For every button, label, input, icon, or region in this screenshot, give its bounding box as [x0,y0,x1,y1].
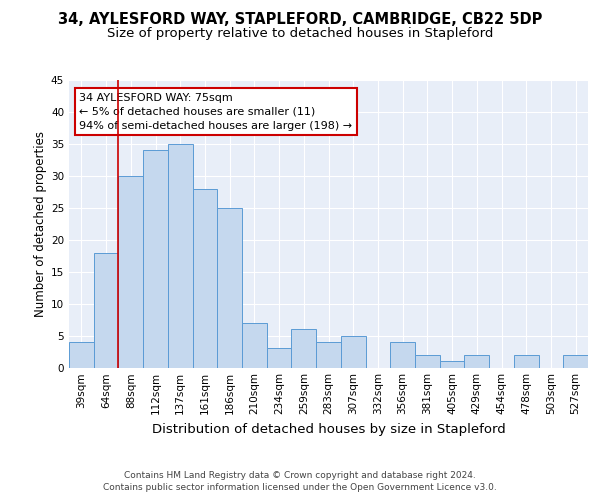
Bar [464,354,489,368]
Bar [292,329,316,368]
Y-axis label: Number of detached properties: Number of detached properties [34,130,47,317]
Bar [316,342,341,367]
Bar [563,354,588,368]
Bar [267,348,292,368]
Bar [341,336,365,368]
Bar [390,342,415,367]
Text: Size of property relative to detached houses in Stapleford: Size of property relative to detached ho… [107,28,493,40]
Bar [217,208,242,368]
Bar [94,252,118,368]
Bar [69,342,94,367]
Bar [242,323,267,368]
Bar [514,354,539,368]
Bar [440,361,464,368]
Text: 34 AYLESFORD WAY: 75sqm
← 5% of detached houses are smaller (11)
94% of semi-det: 34 AYLESFORD WAY: 75sqm ← 5% of detached… [79,93,353,131]
Bar [168,144,193,368]
Bar [118,176,143,368]
Text: Contains HM Land Registry data © Crown copyright and database right 2024.
Contai: Contains HM Land Registry data © Crown c… [103,471,497,492]
Text: 34, AYLESFORD WAY, STAPLEFORD, CAMBRIDGE, CB22 5DP: 34, AYLESFORD WAY, STAPLEFORD, CAMBRIDGE… [58,12,542,28]
Bar [143,150,168,368]
X-axis label: Distribution of detached houses by size in Stapleford: Distribution of detached houses by size … [152,423,505,436]
Bar [415,354,440,368]
Bar [193,188,217,368]
